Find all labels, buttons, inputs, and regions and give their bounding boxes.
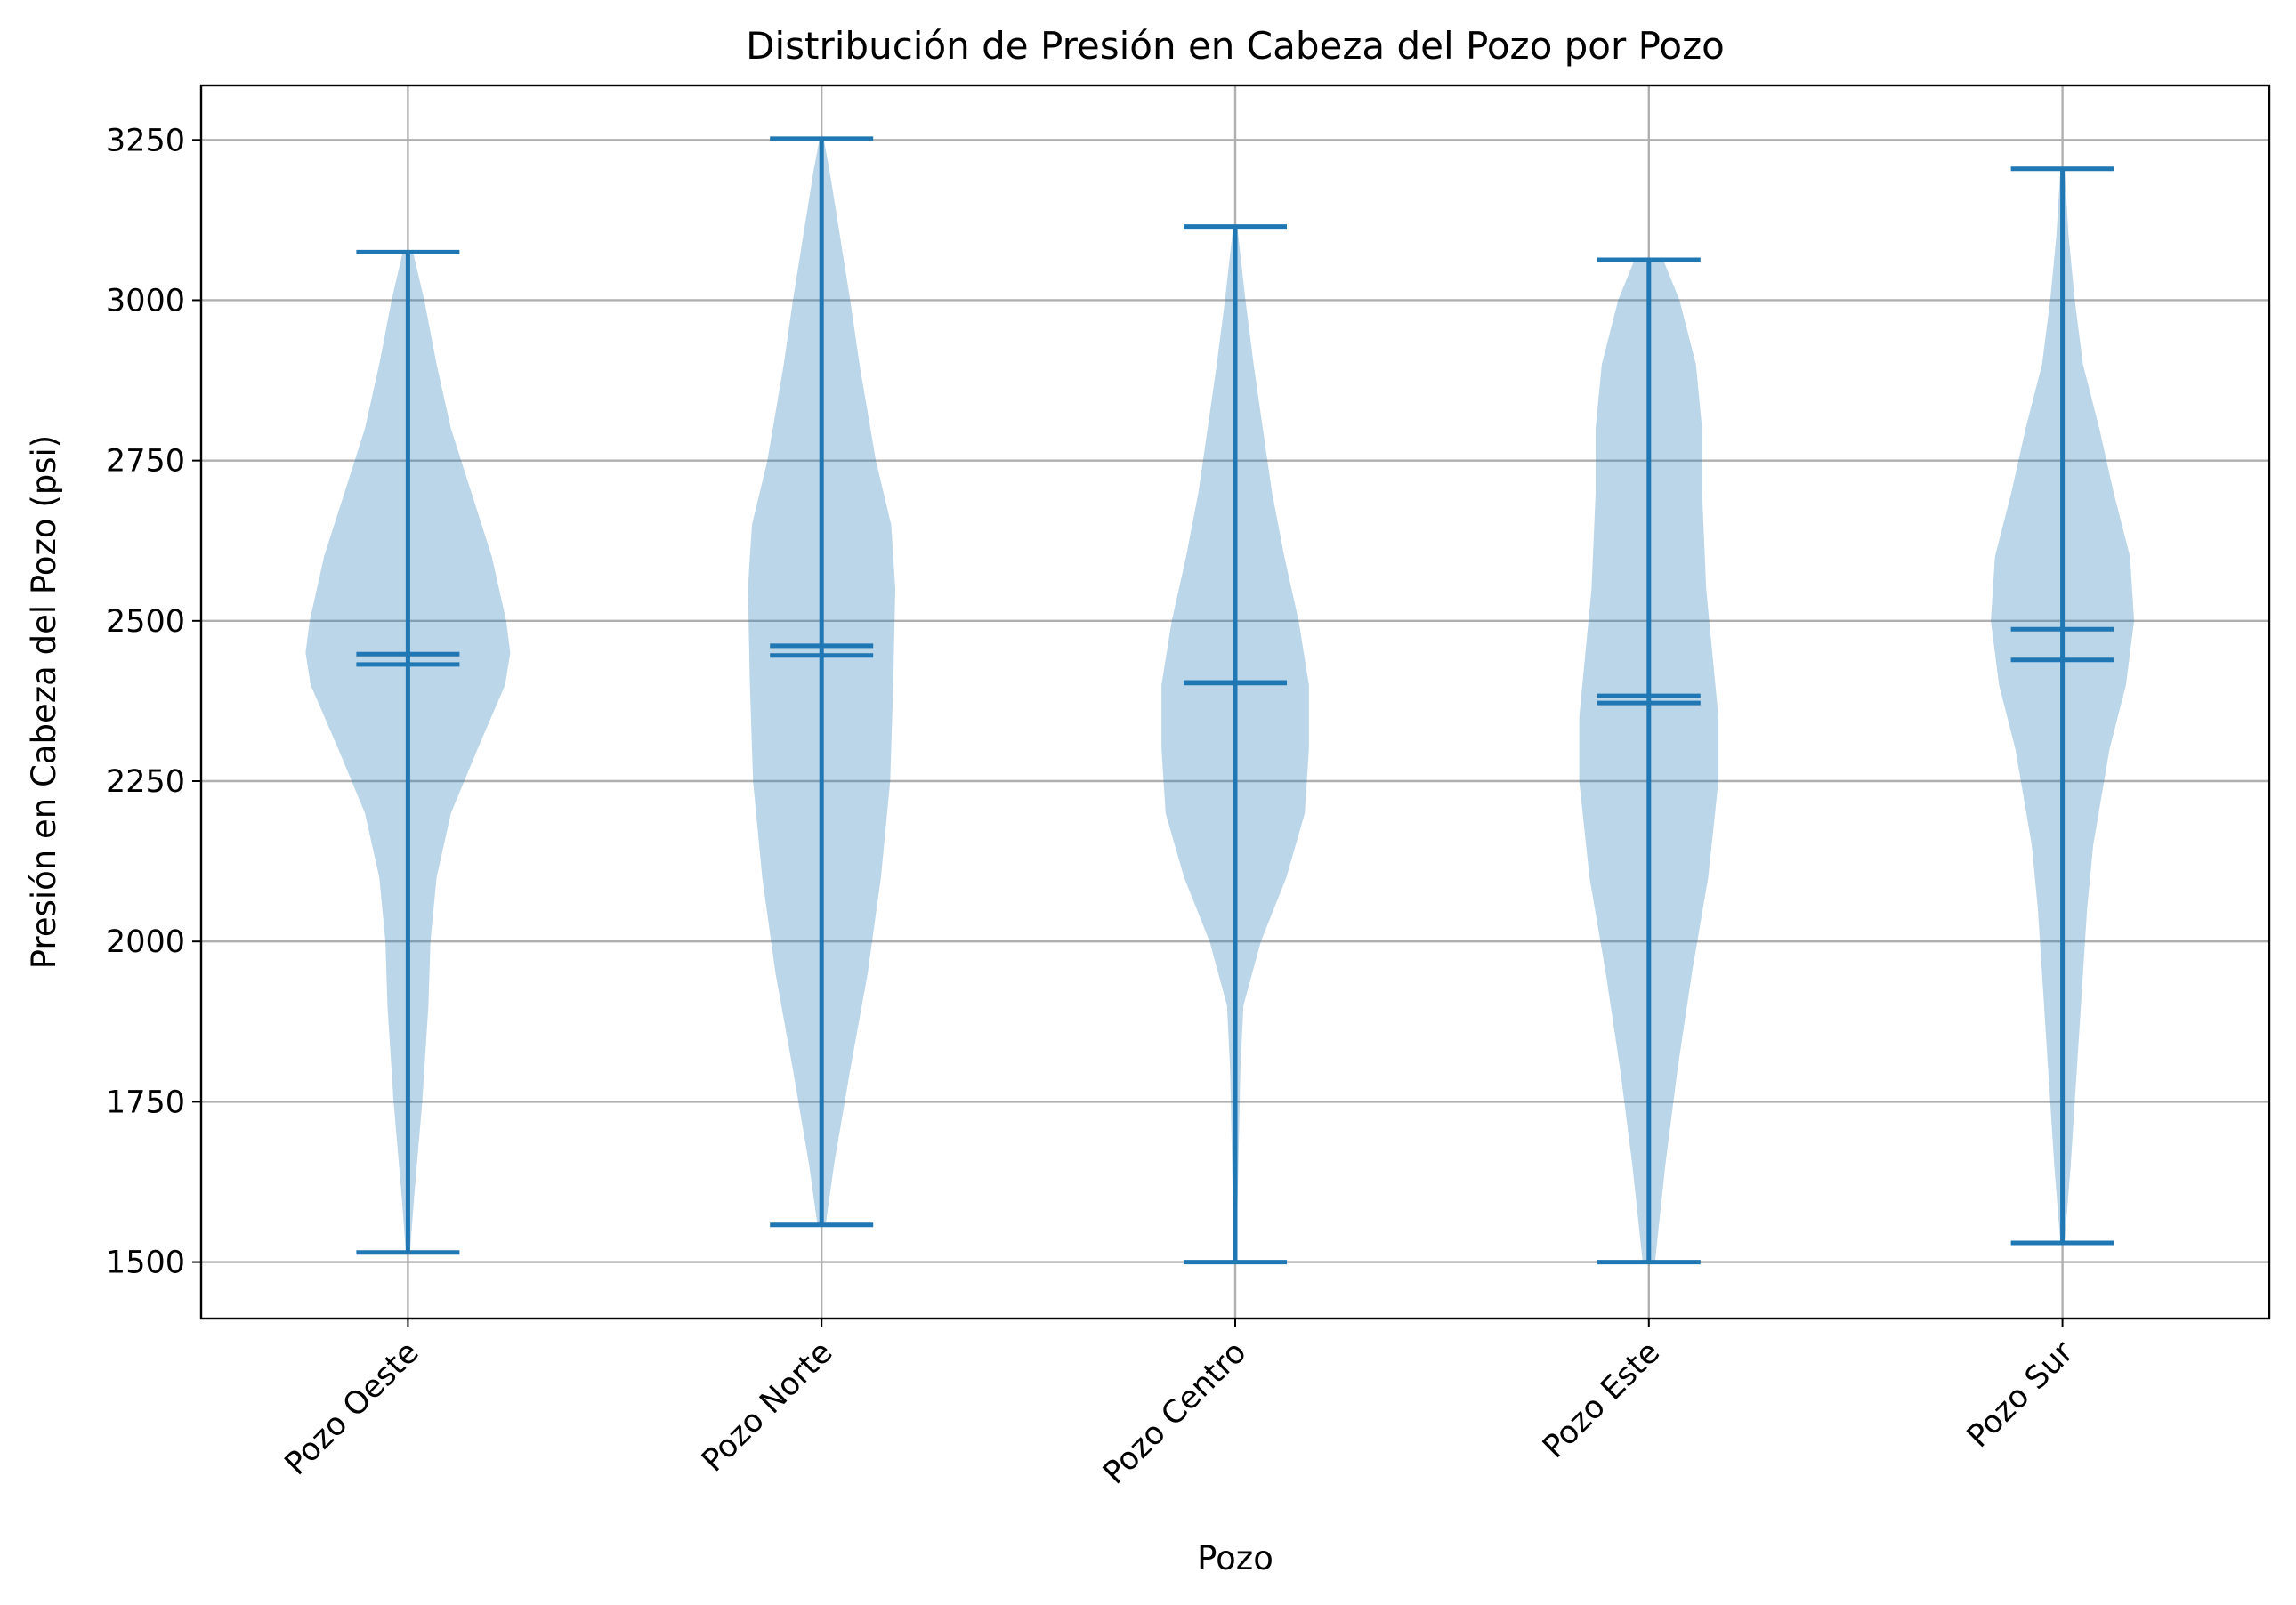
y-tick-label: 3250 bbox=[106, 123, 185, 158]
y-tick-label: 2750 bbox=[106, 444, 185, 480]
y-tick-label: 2250 bbox=[106, 764, 185, 800]
violin-pozo-oeste bbox=[305, 249, 511, 1255]
violin-pozo-norte bbox=[748, 136, 895, 1228]
chart-title: Distribución de Presión en Cabeza del Po… bbox=[746, 24, 1725, 68]
y-tick-label: 1750 bbox=[106, 1085, 185, 1120]
violin-pozo-sur bbox=[1991, 166, 2135, 1246]
y-tick-label: 3000 bbox=[106, 283, 185, 319]
violin-pozo-centro bbox=[1161, 224, 1309, 1265]
violins bbox=[305, 136, 2135, 1265]
y-tick-label: 1500 bbox=[106, 1246, 185, 1281]
violin-pozo-este bbox=[1579, 257, 1718, 1265]
y-tick-label: 2000 bbox=[106, 924, 185, 960]
y-axis-label: Presión en Cabeza del Pozo (psi) bbox=[25, 435, 63, 969]
y-axis: 1500 1750 2000 2250 2500 2750 3000 3250 bbox=[106, 123, 201, 1281]
x-axis-label: Pozo bbox=[1197, 1539, 1273, 1577]
y-tick-label: 2500 bbox=[106, 604, 185, 640]
